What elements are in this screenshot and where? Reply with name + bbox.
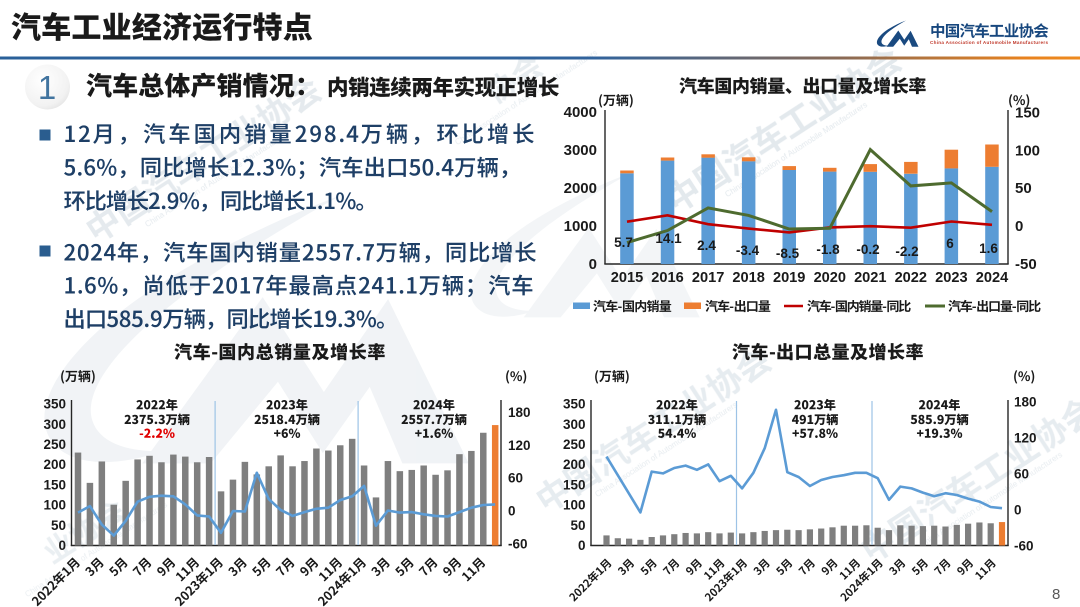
svg-text:6: 6 (946, 236, 954, 251)
svg-text:50: 50 (570, 518, 585, 533)
svg-text:180: 180 (508, 405, 531, 420)
svg-text:2024: 2024 (976, 270, 1009, 286)
svg-text:0: 0 (589, 256, 597, 273)
svg-text:0: 0 (1015, 218, 1023, 235)
svg-text:300: 300 (563, 417, 586, 432)
svg-text:0: 0 (578, 538, 586, 553)
svg-text:0: 0 (58, 538, 66, 553)
svg-text:2018: 2018 (732, 270, 764, 286)
svg-text:120: 120 (508, 438, 531, 453)
svg-text:-1.8: -1.8 (816, 242, 840, 257)
svg-text:2016: 2016 (651, 270, 683, 286)
svg-text:2022: 2022 (895, 270, 927, 286)
svg-text:60: 60 (1014, 467, 1029, 482)
svg-text:0: 0 (1014, 503, 1022, 518)
svg-text:200: 200 (43, 457, 66, 472)
svg-text:350: 350 (563, 397, 586, 412)
svg-text:200: 200 (563, 457, 586, 472)
svg-text:250: 250 (43, 437, 66, 452)
svg-text:4000: 4000 (564, 104, 597, 121)
svg-text:1000: 1000 (564, 218, 597, 235)
svg-text:5.7: 5.7 (614, 235, 633, 250)
svg-text:2015: 2015 (611, 270, 643, 286)
svg-text:-50: -50 (1015, 256, 1037, 273)
svg-text:100: 100 (1015, 142, 1040, 159)
svg-text:1: 1 (38, 69, 56, 106)
svg-text:150: 150 (43, 477, 66, 492)
svg-text:14.1: 14.1 (655, 231, 682, 246)
svg-text:300: 300 (43, 417, 66, 432)
svg-text:2020: 2020 (814, 270, 846, 286)
svg-text:60: 60 (508, 471, 523, 486)
svg-text:0: 0 (508, 504, 516, 519)
svg-text:-60: -60 (1014, 539, 1034, 554)
svg-text:50: 50 (51, 518, 66, 533)
svg-text:-8.5: -8.5 (776, 246, 800, 261)
svg-text:-2.2: -2.2 (895, 244, 918, 259)
svg-text:250: 250 (563, 437, 586, 452)
svg-text:120: 120 (1014, 431, 1037, 446)
svg-text:-0.2: -0.2 (856, 242, 879, 257)
svg-text:2.4: 2.4 (697, 238, 716, 253)
svg-text:150: 150 (1015, 105, 1040, 122)
svg-text:2000: 2000 (564, 180, 597, 197)
svg-text:-60: -60 (508, 536, 528, 551)
svg-text:2017: 2017 (692, 270, 724, 286)
svg-text:-3.4: -3.4 (736, 243, 760, 258)
svg-text:350: 350 (43, 397, 66, 412)
svg-text:50: 50 (1015, 180, 1032, 197)
svg-text:150: 150 (563, 477, 586, 492)
svg-text:2019: 2019 (773, 270, 805, 286)
svg-text:2023: 2023 (935, 270, 967, 286)
svg-text:1.6: 1.6 (979, 241, 998, 256)
svg-text:100: 100 (43, 498, 66, 513)
svg-text:China Association of Automobil: China Association of Automobile Manufact… (930, 40, 1048, 45)
svg-text:2021: 2021 (854, 270, 886, 286)
svg-text:180: 180 (1014, 395, 1037, 410)
svg-text:8: 8 (1052, 586, 1060, 603)
svg-text:3000: 3000 (564, 142, 597, 159)
svg-text:100: 100 (563, 498, 586, 513)
